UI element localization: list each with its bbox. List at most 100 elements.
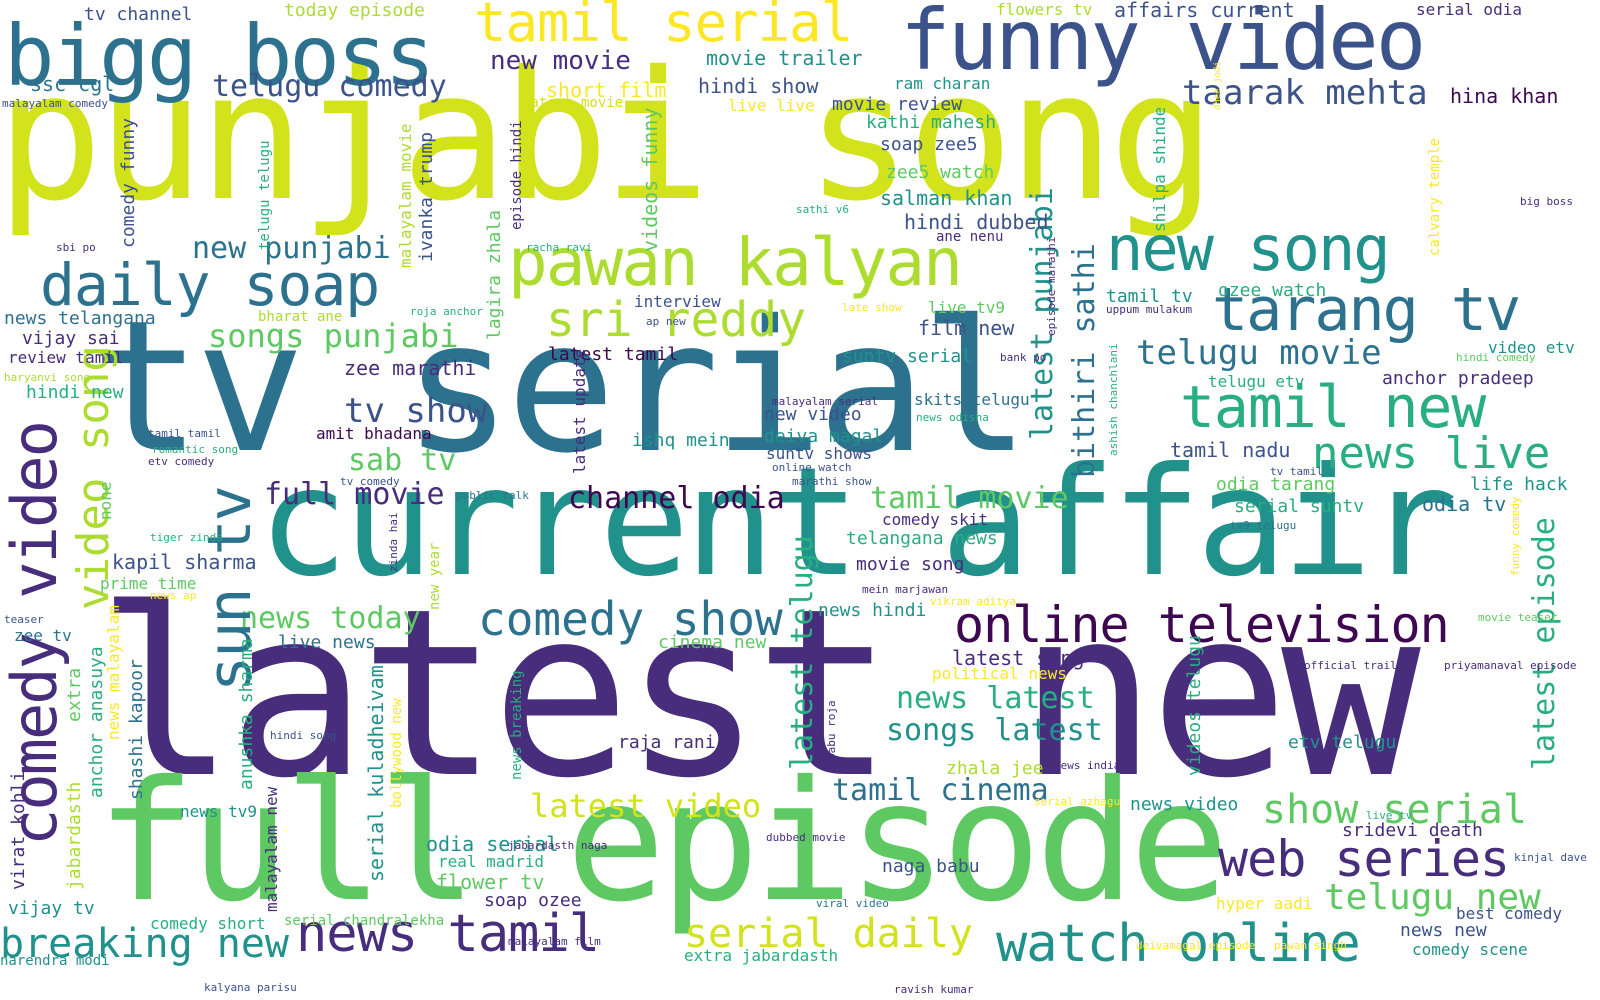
- word: kinjal dave: [1514, 851, 1587, 864]
- word: news new: [1400, 920, 1487, 941]
- word: none: [96, 481, 115, 520]
- word: telugu comedy: [212, 69, 447, 104]
- word: roja anchor: [410, 305, 483, 318]
- word: comedy show: [478, 592, 783, 646]
- word: online watch: [772, 461, 852, 474]
- word: taarak mehta: [1182, 73, 1428, 113]
- word: news ap: [150, 589, 197, 602]
- word: odia tv: [1422, 492, 1507, 516]
- word: live live: [728, 96, 815, 115]
- word: episode hindi: [509, 120, 525, 230]
- word: latest episode: [1527, 517, 1562, 770]
- word: life hack: [1470, 474, 1568, 495]
- word: hindi song: [270, 729, 337, 742]
- word: serial azhagu: [1034, 795, 1121, 808]
- word: virat kohli: [8, 770, 29, 890]
- word: soap zee5: [880, 134, 978, 155]
- word: online television: [954, 596, 1450, 654]
- word: videos funny: [638, 107, 662, 253]
- word: jabardasth: [64, 781, 85, 890]
- word: hindi comedy: [1456, 351, 1536, 364]
- word: tv tamil: [1270, 465, 1323, 478]
- word: extra: [64, 667, 85, 722]
- word: latest tamil: [548, 344, 679, 365]
- word: ap new: [646, 315, 686, 328]
- word: bank po: [1000, 351, 1047, 364]
- word: tv show: [344, 391, 488, 431]
- word: narendra modi: [0, 953, 110, 969]
- word: sridevi death: [1342, 820, 1483, 841]
- word: news malayalam: [104, 605, 123, 740]
- word: dubbed movie: [766, 831, 846, 844]
- word: salman khan: [880, 186, 1013, 210]
- word: pawan kalyan: [508, 224, 963, 301]
- word: new movie: [490, 46, 631, 76]
- word: best comedy: [1456, 904, 1562, 923]
- word: news telangana: [4, 308, 156, 329]
- word: show serial: [1262, 787, 1527, 833]
- word: comedy skit: [882, 510, 988, 529]
- word: raja rani: [618, 732, 716, 753]
- word: bharat ane: [258, 309, 343, 325]
- word: vijay tv: [8, 898, 95, 919]
- word: sab tv: [348, 443, 457, 478]
- word: tv channel: [84, 4, 193, 25]
- word: latest update: [570, 348, 589, 474]
- word: tamil serial: [474, 0, 853, 54]
- word: real madrid: [438, 852, 544, 871]
- word: news tamil: [296, 904, 600, 964]
- word: ashish chanchlani: [1107, 343, 1120, 456]
- word: affairs current: [1114, 0, 1295, 22]
- word: calvary temple: [1427, 137, 1443, 256]
- word: news video: [1130, 794, 1239, 815]
- word: priyamanaval episode: [1444, 659, 1577, 672]
- word: deivamagal episode: [1136, 939, 1256, 952]
- word: viral video: [816, 897, 889, 910]
- word: news odisha: [916, 411, 989, 424]
- word: episode marathi: [1045, 236, 1058, 336]
- word: flower tv: [436, 870, 545, 894]
- word: malayalam film: [508, 935, 601, 948]
- word: sathi v6: [796, 203, 849, 216]
- word: new song: [1106, 212, 1391, 285]
- word: serial daily: [684, 911, 973, 957]
- word: ram charan: [894, 74, 991, 93]
- word: shashi kapoor: [126, 659, 147, 800]
- word: etv telugu: [1288, 732, 1397, 753]
- word: hindi new: [26, 382, 124, 403]
- word: serial kuladheivam: [364, 665, 388, 882]
- word: jabardasth naga: [508, 839, 608, 852]
- word: channel odia: [568, 481, 785, 516]
- word: news live: [1312, 428, 1551, 479]
- word: latest video: [530, 787, 762, 825]
- word: current affair: [258, 436, 1457, 610]
- word: latest song: [952, 646, 1085, 670]
- word: tv9 telugu: [1230, 519, 1297, 532]
- word: zhala jee: [946, 758, 1044, 779]
- word: political news: [932, 664, 1067, 683]
- word: live tv9: [928, 298, 1006, 317]
- word: serial chandralekha: [284, 913, 445, 929]
- word: tv comedy: [340, 475, 400, 488]
- word: watch online: [996, 914, 1361, 974]
- word: punjabi song: [0, 33, 1216, 240]
- word: ivanka trump: [416, 131, 437, 262]
- word: short film: [546, 78, 667, 102]
- word: songs latest: [886, 713, 1103, 748]
- word: comedy scene: [1412, 940, 1528, 959]
- word: zee tv: [14, 626, 72, 645]
- word: suntv shows: [766, 444, 872, 463]
- word: latest movie: [522, 95, 624, 111]
- word: late show: [842, 301, 902, 314]
- word: new punjabi: [192, 231, 391, 266]
- word: romantic song: [152, 443, 239, 456]
- word: official trailer: [1304, 659, 1410, 672]
- word: news breaking: [509, 670, 525, 780]
- word: uppum mulakum: [1106, 303, 1193, 316]
- word: etv comedy: [148, 455, 215, 468]
- word: telugu movie: [1136, 333, 1382, 373]
- word: comedy short: [150, 914, 266, 933]
- word: mein marjawan: [862, 583, 949, 596]
- word: racha ravi: [526, 241, 593, 254]
